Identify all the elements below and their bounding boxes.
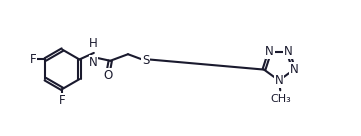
Text: N: N (284, 45, 292, 58)
Text: N: N (265, 45, 274, 58)
Text: N: N (275, 74, 283, 87)
Text: F: F (30, 53, 37, 66)
Text: O: O (103, 69, 112, 82)
Text: N: N (89, 55, 97, 69)
Text: H: H (89, 37, 97, 50)
Text: F: F (59, 94, 66, 107)
Text: N: N (290, 63, 298, 76)
Text: CH₃: CH₃ (270, 94, 291, 104)
Text: S: S (142, 54, 149, 67)
